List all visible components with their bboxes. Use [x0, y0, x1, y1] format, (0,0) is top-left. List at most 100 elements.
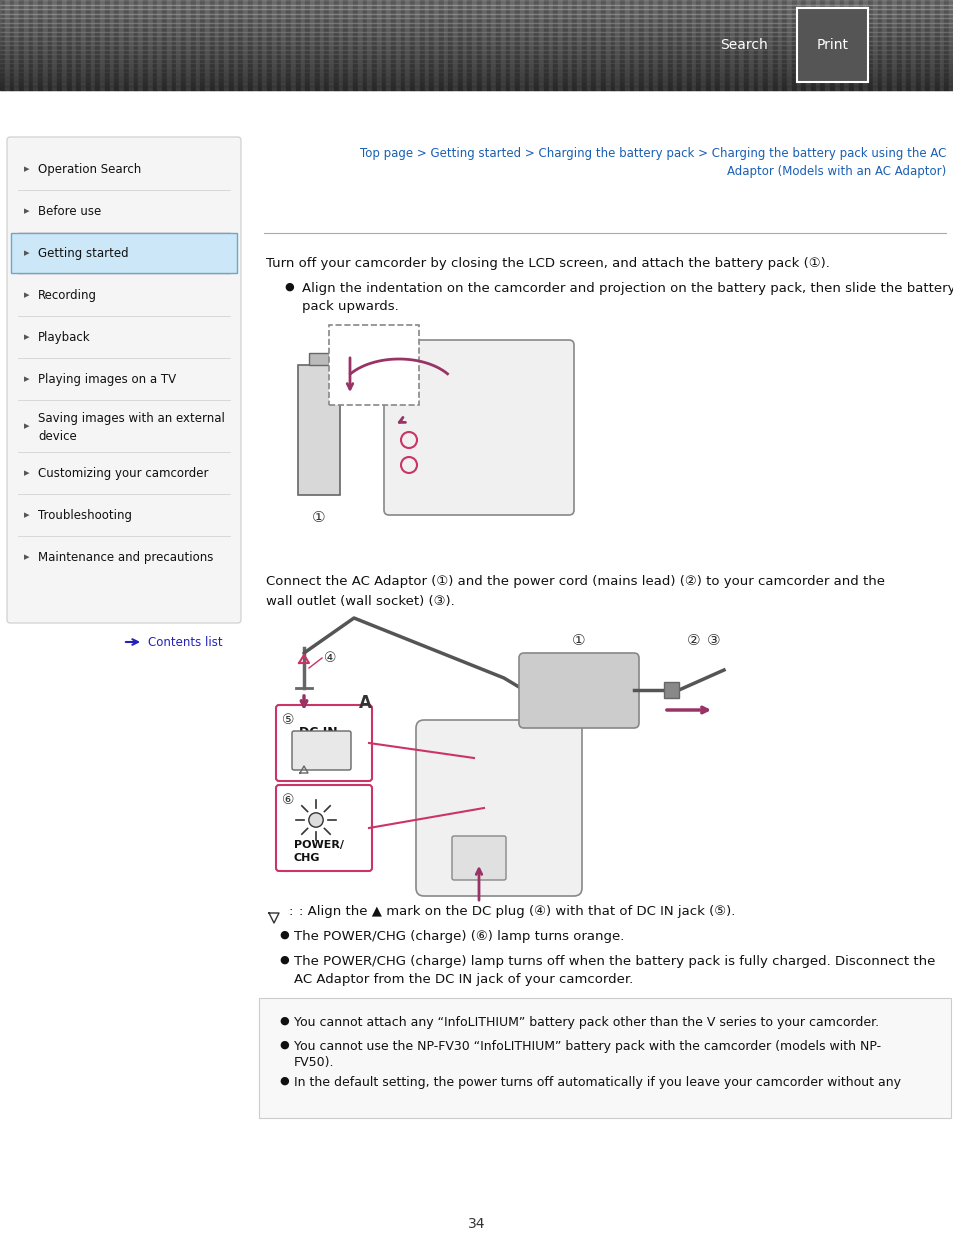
Bar — [605, 0, 610, 90]
Bar — [734, 0, 739, 90]
Bar — [100, 0, 105, 90]
Bar — [67, 0, 71, 90]
Bar — [157, 0, 162, 90]
Bar — [667, 0, 672, 90]
Bar — [238, 0, 243, 90]
Bar — [52, 0, 57, 90]
Bar — [248, 0, 253, 90]
Bar — [0, 72, 953, 77]
Bar — [300, 0, 305, 90]
Bar — [29, 0, 33, 90]
Bar — [57, 0, 62, 90]
Bar — [639, 0, 643, 90]
Bar — [243, 0, 248, 90]
Bar — [91, 0, 95, 90]
Bar — [562, 0, 567, 90]
Text: ●: ● — [278, 955, 289, 965]
Bar — [11, 233, 236, 273]
Bar — [133, 0, 138, 90]
Bar — [548, 0, 553, 90]
Bar — [658, 0, 662, 90]
Text: :: : — [289, 905, 294, 918]
Bar — [781, 0, 786, 90]
Bar — [162, 0, 167, 90]
Bar — [152, 0, 157, 90]
Bar — [662, 0, 667, 90]
Bar — [472, 0, 476, 90]
Bar — [81, 0, 86, 90]
Bar — [600, 0, 605, 90]
Bar — [0, 0, 953, 5]
Bar — [567, 0, 572, 90]
Text: Top page > Getting started > Charging the battery pack > Charging the battery pa: Top page > Getting started > Charging th… — [359, 147, 945, 161]
Bar — [882, 0, 886, 90]
Bar — [105, 0, 110, 90]
Bar — [700, 0, 705, 90]
Text: device: device — [38, 430, 76, 442]
Bar — [843, 0, 848, 90]
Bar — [934, 0, 939, 90]
Text: Operation Search: Operation Search — [38, 163, 141, 175]
FancyBboxPatch shape — [275, 705, 372, 781]
Bar — [329, 0, 334, 90]
Text: The POWER/CHG (charge) (⑥) lamp turns orange.: The POWER/CHG (charge) (⑥) lamp turns or… — [294, 930, 623, 944]
Bar — [176, 0, 181, 90]
Bar — [553, 0, 558, 90]
Bar — [905, 0, 910, 90]
Text: Connect the AC Adaptor (①) and the power cord (mains lead) (②) to your camcorder: Connect the AC Adaptor (①) and the power… — [266, 576, 884, 588]
Bar — [257, 0, 262, 90]
Bar — [272, 0, 276, 90]
Bar — [891, 0, 896, 90]
Bar — [276, 0, 281, 90]
Bar — [424, 0, 429, 90]
Bar — [724, 0, 729, 90]
Bar — [777, 0, 781, 90]
Bar — [376, 0, 381, 90]
Bar — [886, 0, 891, 90]
Bar — [110, 0, 114, 90]
Bar — [915, 0, 920, 90]
Text: DC IN: DC IN — [298, 726, 337, 739]
FancyBboxPatch shape — [416, 720, 581, 897]
Bar — [786, 0, 791, 90]
Bar — [124, 0, 129, 90]
Bar — [691, 0, 696, 90]
Bar — [329, 325, 418, 405]
Bar — [610, 0, 615, 90]
Text: wall outlet (wall socket) (③).: wall outlet (wall socket) (③). — [266, 595, 455, 608]
Bar — [438, 0, 443, 90]
Text: ④: ④ — [324, 651, 336, 664]
Text: You cannot use the NP-FV30 “InfoLITHIUM” battery pack with the camcorder (models: You cannot use the NP-FV30 “InfoLITHIUM”… — [294, 1040, 881, 1053]
FancyBboxPatch shape — [518, 653, 639, 727]
Polygon shape — [663, 682, 679, 698]
Bar — [429, 0, 434, 90]
Text: ▸: ▸ — [24, 290, 30, 300]
Bar — [43, 0, 48, 90]
Bar — [310, 0, 314, 90]
Bar — [696, 0, 700, 90]
Bar — [410, 0, 415, 90]
Bar — [0, 63, 953, 68]
Bar — [634, 0, 639, 90]
Bar — [233, 0, 238, 90]
Bar — [229, 0, 233, 90]
Bar — [653, 0, 658, 90]
Text: ▸: ▸ — [24, 421, 30, 431]
Bar — [762, 0, 767, 90]
Bar — [10, 0, 14, 90]
Polygon shape — [309, 353, 329, 366]
Text: Print: Print — [816, 38, 847, 52]
FancyBboxPatch shape — [275, 785, 372, 871]
Text: ①: ① — [572, 634, 585, 648]
Bar — [129, 0, 133, 90]
Bar — [200, 0, 205, 90]
Bar — [362, 0, 367, 90]
Text: ⑤: ⑤ — [282, 713, 294, 727]
Bar — [939, 0, 943, 90]
Bar — [815, 0, 820, 90]
Bar — [943, 0, 948, 90]
Bar — [739, 0, 743, 90]
Bar — [524, 0, 529, 90]
Bar — [672, 0, 677, 90]
Text: FV50).: FV50). — [294, 1056, 335, 1070]
